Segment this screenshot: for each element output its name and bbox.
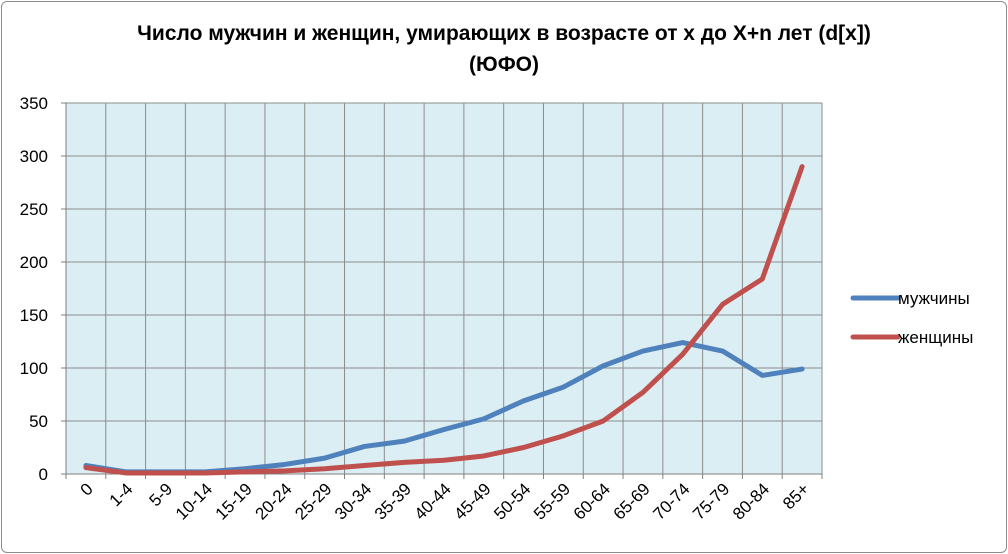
x-tick-label: 85+: [779, 479, 813, 513]
x-tick-label: 55-59: [530, 479, 574, 523]
y-tick-label: 100: [20, 359, 48, 378]
x-tick-label: 15-19: [212, 479, 256, 523]
chart-title: Число мужчин и женщин, умирающих в возра…: [0, 18, 1008, 80]
y-tick-label: 250: [20, 200, 48, 219]
y-axis-ticks: 0 50 100 150 200 250 300 350: [20, 94, 66, 484]
legend-label: мужчины: [898, 289, 970, 308]
x-tick-label: 65-69: [610, 479, 654, 523]
x-tick-label: 1-4: [106, 479, 137, 510]
x-tick-label: 60-64: [570, 479, 614, 523]
y-tick-label: 150: [20, 306, 48, 325]
x-tick-label: 70-74: [649, 479, 693, 523]
x-tick-label: 75-79: [689, 479, 733, 523]
x-axis-ticks: 0 1-4 5-910-1415-1920-2425-2930-3435-3940-…: [65, 474, 823, 524]
chart-title-line-1: Число мужчин и женщин, умирающих в возра…: [137, 22, 871, 45]
x-tick-label: 45-49: [450, 479, 494, 523]
x-tick-label: 35-39: [371, 479, 415, 523]
y-tick-label: 0: [39, 465, 48, 484]
grid-lines: [65, 102, 823, 475]
x-tick-label: 80-84: [729, 479, 773, 523]
x-tick-label: 40-44: [411, 479, 455, 523]
plot-area: [66, 103, 822, 474]
y-tick-label: 350: [20, 94, 48, 113]
y-tick-label: 200: [20, 253, 48, 272]
series-lines: [83, 164, 805, 476]
x-tick-label: 30-34: [331, 479, 375, 523]
y-tick-label: 50: [29, 412, 48, 431]
x-tick-label: 20-24: [251, 479, 295, 523]
x-tick-label: 0: [77, 479, 97, 499]
x-tick-label: 50-54: [490, 479, 534, 523]
x-tick-label: 5-9: [145, 479, 176, 510]
y-tick-label: 300: [20, 147, 48, 166]
legend-label: женщины: [898, 328, 973, 347]
x-tick-label: 25-29: [291, 479, 335, 523]
legend: мужчины женщины: [850, 289, 973, 347]
x-tick-label: 10-14: [172, 479, 216, 523]
chart-title-line-2: (ЮФО): [469, 53, 539, 76]
